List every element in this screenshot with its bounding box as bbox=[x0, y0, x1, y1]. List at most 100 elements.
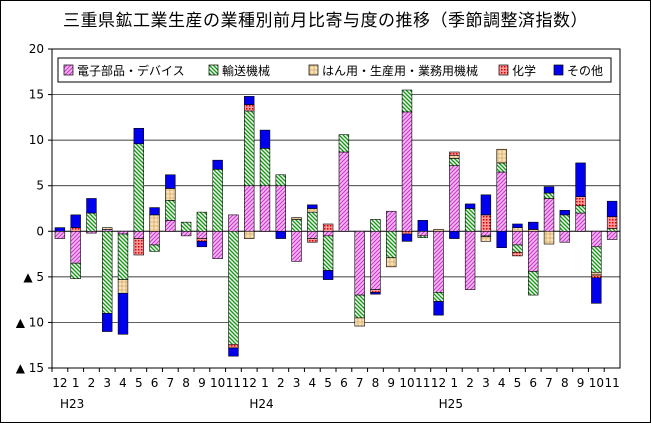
x-tick-label: 3 bbox=[103, 376, 111, 390]
bar-segment bbox=[354, 230, 365, 296]
legend-swatch bbox=[498, 64, 509, 76]
y-tick-label: 10 bbox=[29, 133, 44, 147]
bar-segment bbox=[149, 207, 160, 216]
bar-segment bbox=[228, 230, 239, 345]
legend-swatch bbox=[553, 64, 564, 76]
bar-segment bbox=[464, 203, 476, 209]
bar-segment bbox=[417, 235, 428, 238]
bar-segment bbox=[86, 212, 97, 232]
bar-segment bbox=[180, 230, 192, 237]
bar-segment bbox=[543, 192, 555, 199]
bar-segment bbox=[496, 148, 507, 164]
legend-label: 輸送機械 bbox=[222, 63, 270, 78]
bar-segment bbox=[228, 347, 239, 357]
bar-segment bbox=[559, 230, 570, 243]
bar-segment bbox=[307, 211, 318, 232]
bar-segment bbox=[606, 200, 618, 218]
bar-segment bbox=[307, 230, 318, 239]
y-tick-label: 15 bbox=[29, 88, 44, 102]
bar-segment bbox=[433, 230, 444, 293]
x-tick-label: 1 bbox=[451, 376, 459, 390]
bar-segment bbox=[165, 174, 176, 189]
bar-segment bbox=[322, 235, 334, 271]
bar-segment bbox=[244, 110, 255, 187]
legend-label: 電子部品・デバイス bbox=[77, 63, 185, 78]
y-tick-label: ▲ 10 bbox=[16, 315, 44, 329]
bar-segment bbox=[133, 230, 144, 239]
bar-segment bbox=[244, 104, 255, 112]
x-tick-label: 1 bbox=[261, 376, 269, 390]
bar-segment bbox=[149, 214, 160, 232]
x-tick-label: 7 bbox=[356, 376, 364, 390]
y-tick-label: 20 bbox=[29, 42, 44, 56]
x-tick-label: 6 bbox=[529, 376, 537, 390]
x-tick-label: 2 bbox=[88, 376, 96, 390]
bar-segment bbox=[370, 292, 381, 295]
bar-segment bbox=[449, 155, 460, 159]
bar-segment bbox=[102, 227, 113, 230]
bar-segment bbox=[591, 274, 602, 279]
x-tick-label: 9 bbox=[198, 376, 206, 390]
x-tick-label: 6 bbox=[340, 376, 348, 390]
bars bbox=[54, 89, 618, 357]
bar-segment bbox=[291, 217, 302, 220]
x-tick-label: 6 bbox=[151, 376, 159, 390]
gridlines bbox=[51, 48, 621, 369]
bar-segment bbox=[401, 230, 413, 235]
bar-segment bbox=[212, 159, 223, 170]
bar-segment bbox=[417, 230, 428, 237]
legend-box bbox=[57, 57, 612, 83]
x-tick-label: 4 bbox=[498, 376, 506, 390]
y-tick-label: ▲ 5 bbox=[23, 270, 44, 284]
x-tick-label: 7 bbox=[167, 376, 175, 390]
legend: 電子部品・デバイス 輸送機械 はん用・生産用・業務用機械 化学 その他 bbox=[57, 57, 612, 83]
year-label: H24 bbox=[249, 397, 273, 411]
bar-segment bbox=[212, 169, 223, 232]
bar-segment bbox=[259, 129, 271, 149]
bar-segment bbox=[606, 228, 618, 232]
bar-segment bbox=[117, 292, 129, 335]
bar-segment bbox=[401, 233, 413, 242]
bar-segment bbox=[196, 238, 208, 242]
bar-segment bbox=[528, 221, 539, 230]
bar-segment bbox=[291, 219, 302, 232]
bar-segment bbox=[449, 158, 460, 166]
x-tick-label: 8 bbox=[561, 376, 569, 390]
year-label: H23 bbox=[60, 397, 84, 411]
bar-segment bbox=[575, 205, 586, 214]
bar-segment bbox=[354, 294, 365, 319]
bar-segment bbox=[275, 174, 286, 187]
bar-segment bbox=[338, 134, 350, 153]
bar-segment bbox=[591, 271, 602, 276]
bar-segment bbox=[591, 230, 602, 248]
bar-segment bbox=[307, 208, 318, 213]
bar-segment bbox=[149, 244, 160, 252]
bar-segment bbox=[322, 270, 334, 280]
x-tick-label: 4 bbox=[119, 376, 127, 390]
bar-segment bbox=[512, 251, 523, 257]
legend-label: はん用・生産用・業務用機械 bbox=[322, 63, 478, 78]
bar-segment bbox=[196, 211, 208, 232]
bar-segment bbox=[449, 230, 460, 239]
bar-segment bbox=[275, 230, 286, 239]
bar-segment bbox=[496, 230, 507, 248]
bar-segment bbox=[606, 230, 618, 240]
bar-segment bbox=[54, 230, 66, 239]
legend-label: その他 bbox=[567, 64, 603, 78]
x-tick-label: 10 bbox=[399, 376, 414, 390]
x-tick-label: 11 bbox=[226, 376, 241, 390]
x-tick-label: 11 bbox=[604, 376, 619, 390]
x-tick-label: 12 bbox=[52, 376, 67, 390]
y-tick-label: 5 bbox=[36, 179, 44, 193]
x-tick-label: 8 bbox=[182, 376, 190, 390]
x-tick-label: 2 bbox=[466, 376, 474, 390]
bar-segment bbox=[449, 151, 460, 156]
x-tick-label: 9 bbox=[577, 376, 585, 390]
bar-segment bbox=[165, 220, 176, 232]
bar-segment bbox=[244, 96, 255, 105]
bar-segment bbox=[165, 200, 176, 221]
x-tick-label: 12 bbox=[242, 376, 257, 390]
bar-segment bbox=[322, 223, 334, 232]
bar-segment bbox=[512, 230, 523, 246]
bar-segment bbox=[117, 230, 129, 235]
